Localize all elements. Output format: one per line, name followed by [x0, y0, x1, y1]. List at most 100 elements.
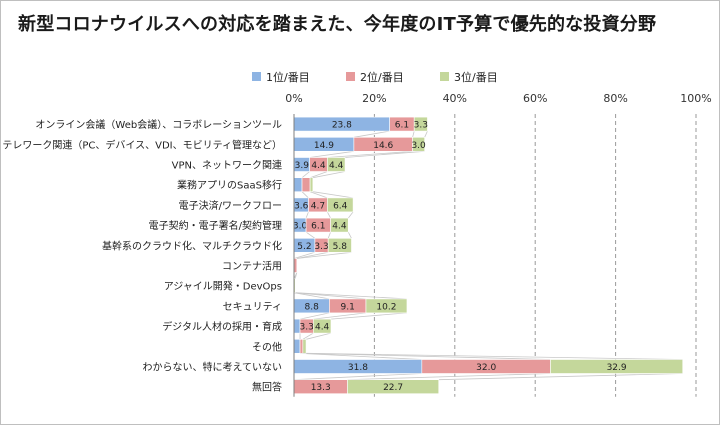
- x-tick-label: 20%: [362, 92, 386, 105]
- category-label: 無回答: [252, 381, 282, 394]
- data-label: 5.8: [333, 242, 348, 252]
- series-line: [353, 130, 390, 138]
- data-label: 3.3: [299, 323, 313, 333]
- data-label: 22.7: [383, 383, 403, 393]
- series-line: [347, 211, 354, 219]
- data-label: 3.3: [314, 242, 328, 252]
- category-label: 電子契約・電子署名/契約管理: [149, 219, 282, 232]
- series-line: [293, 292, 366, 300]
- data-label: 23.8: [332, 121, 352, 131]
- series-line: [301, 171, 310, 179]
- category-label: セキュリティ: [223, 301, 282, 313]
- data-label: 4.7: [311, 201, 325, 211]
- data-label: 8.8: [305, 302, 320, 312]
- data-label: 13.3: [311, 383, 331, 393]
- data-label: 4.4: [332, 222, 347, 232]
- bar-segment: [327, 238, 352, 253]
- data-label: 32.0: [476, 363, 496, 373]
- series-line: [309, 191, 328, 199]
- series-line: [347, 373, 551, 381]
- bar-segment: [302, 338, 307, 354]
- x-tick-label: 80%: [603, 92, 627, 105]
- series-line: [305, 211, 309, 219]
- series-line: [294, 272, 298, 279]
- bar-segment: [365, 298, 408, 314]
- data-label: 3.6: [294, 201, 309, 211]
- series-line: [300, 352, 422, 360]
- x-tick-label: 0%: [285, 92, 302, 105]
- data-label: 4.4: [315, 323, 330, 333]
- series-line: [309, 171, 328, 179]
- data-label: 4.4: [329, 161, 344, 171]
- series-line: [438, 373, 683, 381]
- data-label: 4.4: [311, 161, 326, 171]
- legend-label-2: 2位/番目: [360, 70, 404, 84]
- bar-segment: [413, 116, 428, 132]
- series-line: [305, 231, 316, 239]
- category-label: VPN、ネットワーク関連: [172, 159, 282, 172]
- series-line: [424, 130, 428, 138]
- category-label: 電子決済/ワークフロー: [179, 199, 282, 212]
- bar-segment: [301, 177, 311, 192]
- data-label: 32.9: [607, 363, 627, 373]
- data-label: 10.2: [376, 302, 396, 312]
- data-label: 31.8: [348, 363, 368, 373]
- legend-swatch-2: [346, 72, 355, 81]
- legend-label-3: 3位/番目: [454, 70, 498, 84]
- series-line: [327, 231, 331, 239]
- bar-segment: [299, 338, 304, 354]
- series-line: [313, 312, 367, 320]
- series-line: [293, 373, 422, 381]
- series-line: [296, 251, 329, 259]
- data-label: 3.9: [295, 161, 310, 171]
- data-label: 3.0: [411, 141, 426, 151]
- data-label: 9.1: [341, 302, 355, 312]
- chart-title: 新型コロナウイルスへの対応を踏まえた、今年度のIT予算で優先的な投資分野: [18, 14, 657, 35]
- series-line: [295, 292, 407, 300]
- legend-swatch-3: [440, 72, 449, 81]
- series-line: [296, 251, 352, 259]
- data-label: 14.6: [373, 141, 393, 151]
- bar-segment: [412, 137, 425, 152]
- bar-segment: [327, 197, 354, 213]
- legend-swatch-1: [252, 72, 261, 81]
- bar-segment: [327, 157, 346, 172]
- data-label: 3.3: [414, 121, 428, 131]
- x-tick-label: 60%: [523, 92, 547, 105]
- series-line: [327, 150, 413, 158]
- data-label: 14.9: [314, 141, 334, 151]
- series-line: [312, 191, 354, 199]
- bar-segment: [330, 217, 349, 233]
- x-tick-label: 100%: [680, 92, 711, 105]
- data-label: 6.1: [395, 121, 409, 131]
- series-line: [347, 231, 352, 239]
- category-label: デジタル人材の採用・育成: [162, 320, 282, 333]
- category-label: 業務アプリのSaaS移行: [177, 179, 282, 192]
- series-line: [305, 332, 332, 340]
- data-label: 5.2: [297, 242, 311, 252]
- bar-segment: [312, 318, 332, 334]
- bar-segment: [347, 379, 440, 395]
- series-line: [312, 171, 346, 179]
- category-label: コンテナ活用: [222, 261, 282, 273]
- bar-segment: [550, 359, 684, 374]
- category-label: オンライン会議（Web会議）、コラボレーションツール: [35, 118, 282, 131]
- data-label: 3.0: [293, 222, 308, 232]
- data-label: 6.1: [311, 222, 325, 232]
- bar-segment: [293, 338, 301, 354]
- series-line: [301, 191, 309, 199]
- legend-label-1: 1位/番目: [266, 70, 310, 84]
- series-line: [345, 150, 425, 158]
- series-line: [293, 292, 330, 300]
- x-tick-label: 40%: [443, 92, 467, 105]
- series-line: [293, 251, 316, 259]
- series-line: [302, 332, 314, 340]
- series-line: [309, 150, 354, 158]
- category-label: その他: [252, 340, 282, 353]
- bar-segment: [293, 177, 303, 192]
- series-line: [299, 312, 330, 320]
- series-line: [412, 130, 415, 138]
- series-line: [327, 211, 331, 219]
- series-line: [302, 352, 551, 360]
